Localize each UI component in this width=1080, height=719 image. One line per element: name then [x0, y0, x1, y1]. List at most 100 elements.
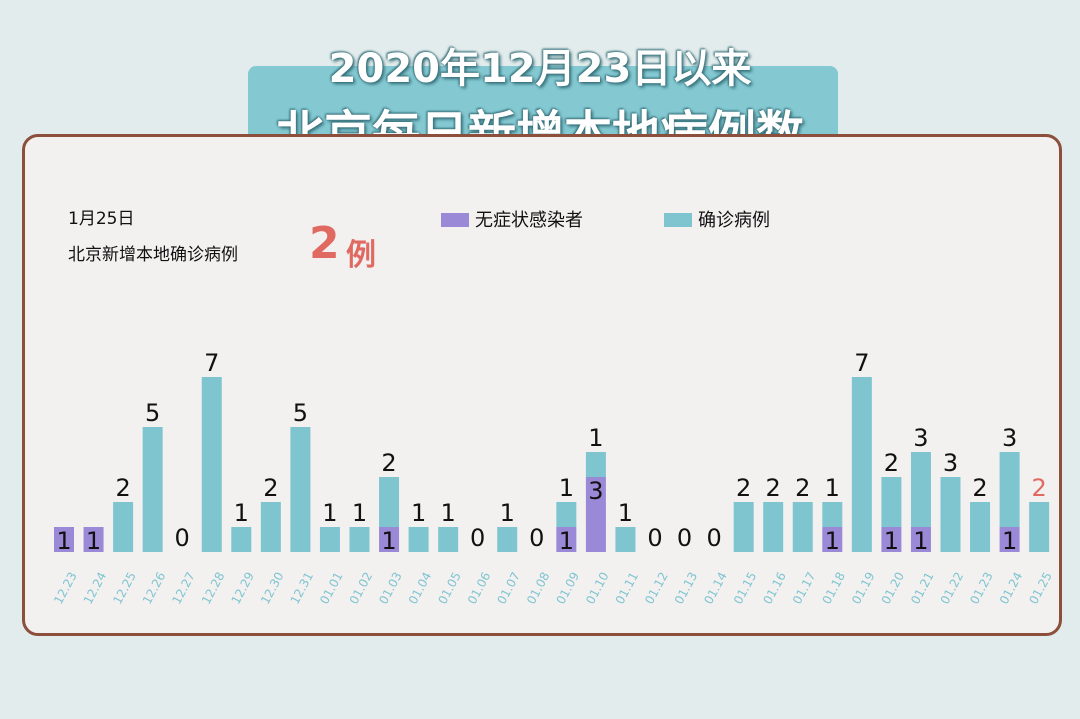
bar-confirmed-01.07	[497, 527, 518, 552]
x-tick-label-12.23: 12.23	[51, 570, 79, 607]
bar-confirmed-01.23	[970, 502, 991, 552]
legend-label-asymptomatic: 无症状感染者	[475, 210, 583, 231]
bar-confirmed-01.03	[379, 477, 400, 527]
bar-asymptomatic-01.20	[881, 527, 902, 552]
data-label-confirmed-01.16: 2	[766, 474, 781, 502]
x-tick-label-12.31: 12.31	[288, 570, 316, 607]
bar-asymptomatic-12.23	[54, 527, 74, 552]
data-label-confirmed-12.27: 0	[175, 524, 190, 552]
x-tick-label-01.03: 01.03	[376, 570, 404, 607]
data-label-asymptomatic-01.18: 1	[825, 527, 840, 555]
bar-confirmed-01.09	[556, 502, 577, 527]
bar-confirmed-01.05	[438, 527, 459, 552]
x-tick-label-01.13: 01.13	[672, 570, 700, 607]
data-label-confirmed-01.14: 0	[706, 524, 721, 552]
bar-asymptomatic-01.24	[999, 527, 1020, 552]
data-label-confirmed-01.06: 0	[470, 524, 485, 552]
data-label-confirmed-12.29: 1	[234, 499, 249, 527]
x-tick-label-12.29: 12.29	[229, 570, 257, 607]
data-label-confirmed-01.19: 7	[854, 349, 869, 377]
x-tick-label-01.22: 01.22	[938, 570, 966, 607]
data-label-asymptomatic-01.20: 1	[884, 527, 899, 555]
data-label-confirmed-01.09: 1	[559, 474, 574, 502]
summary-label: 北京新增本地确诊病例	[68, 245, 238, 265]
x-tick-label-01.14: 01.14	[701, 570, 729, 607]
data-label-confirmed-01.13: 0	[677, 524, 692, 552]
x-tick-label-01.04: 01.04	[406, 570, 434, 607]
x-tick-label-01.05: 01.05	[435, 570, 463, 607]
data-label-confirmed-01.23: 2	[972, 474, 987, 502]
x-tick-label-01.19: 01.19	[849, 570, 877, 607]
data-label-confirmed-01.18: 1	[825, 474, 840, 502]
bar-confirmed-01.01	[319, 527, 340, 552]
x-tick-label-12.27: 12.27	[169, 570, 197, 607]
summary-value: 2	[309, 218, 340, 269]
data-label-confirmed-12.28: 7	[204, 349, 219, 377]
legend-item-confirmed: 确诊病例	[664, 206, 770, 232]
data-label-confirmed-01.04: 1	[411, 499, 426, 527]
bar-confirmed-01.21	[910, 452, 931, 527]
bar-confirmed-01.11	[615, 527, 636, 552]
data-label-confirmed-01.11: 1	[618, 499, 633, 527]
bar-confirmed-01.19	[851, 377, 872, 552]
bar-confirmed-01.16	[763, 502, 784, 552]
data-label-confirmed-01.05: 1	[441, 499, 456, 527]
data-label-confirmed-01.02: 1	[352, 499, 367, 527]
data-label-confirmed-12.26: 5	[145, 399, 160, 427]
data-label-asymptomatic-01.24: 1	[1002, 527, 1017, 555]
legend-item-asymptomatic: 无症状感染者	[441, 206, 583, 232]
data-label-confirmed-01.10: 1	[588, 424, 603, 452]
bar-asymptomatic-01.10	[585, 477, 606, 552]
legend-label-confirmed: 确诊病例	[698, 210, 770, 231]
x-tick-label-01.01: 01.01	[317, 570, 345, 607]
x-tick-label-01.09: 01.09	[554, 570, 582, 607]
bar-confirmed-01.25	[1029, 502, 1050, 552]
bar-confirmed-12.28	[201, 377, 222, 552]
bar-asymptomatic-01.09	[556, 527, 577, 552]
x-tick-label-12.26: 12.26	[140, 570, 168, 607]
data-label-confirmed-01.07: 1	[500, 499, 515, 527]
chart-title-line1: 2020年12月23日以来	[328, 46, 752, 92]
x-tick-label-01.15: 01.15	[731, 570, 759, 607]
x-tick-label-01.10: 01.10	[583, 570, 611, 607]
bar-confirmed-01.18	[822, 502, 843, 527]
bar-asymptomatic-12.24	[83, 527, 104, 552]
data-label-asymptomatic-01.03: 1	[381, 527, 396, 555]
x-tick-label-01.24: 01.24	[997, 570, 1025, 607]
summary-unit: 例	[346, 238, 376, 273]
bar-confirmed-01.04	[408, 527, 429, 552]
data-label-confirmed-01.21: 3	[913, 424, 928, 452]
x-tick-label-12.30: 12.30	[258, 570, 286, 607]
legend-swatch-asymptomatic	[441, 213, 469, 227]
data-label-confirmed-12.31: 5	[293, 399, 308, 427]
x-tick-label-01.20: 01.20	[879, 570, 907, 607]
x-tick-label-01.23: 01.23	[967, 570, 995, 607]
x-tick-label-01.02: 01.02	[347, 570, 375, 607]
data-label-asymptomatic-01.10: 3	[588, 477, 603, 505]
bar-confirmed-12.31	[290, 427, 311, 552]
data-label-confirmed-12.30: 2	[263, 474, 278, 502]
data-label-confirmed-01.12: 0	[647, 524, 662, 552]
bar-confirmed-01.02	[349, 527, 370, 552]
bar-confirmed-12.30	[260, 502, 281, 552]
x-tick-label-01.12: 01.12	[642, 570, 670, 607]
data-label-confirmed-01.01: 1	[322, 499, 337, 527]
summary-date: 1月25日	[68, 209, 135, 229]
x-tick-label-01.07: 01.07	[494, 570, 522, 607]
bar-confirmed-01.15	[733, 502, 754, 552]
x-tick-label-12.24: 12.24	[81, 570, 109, 607]
data-label-confirmed-01.22: 3	[943, 449, 958, 477]
data-label-confirmed-01.15: 2	[736, 474, 751, 502]
bar-confirmed-01.17	[792, 502, 813, 552]
data-label-confirmed-01.25: 2	[1032, 474, 1047, 502]
chart-panel	[22, 134, 1062, 636]
data-label-confirmed-12.25: 2	[115, 474, 130, 502]
data-label-asymptomatic-12.23: 1	[56, 527, 71, 555]
x-tick-label-01.25: 01.25	[1026, 570, 1054, 607]
bar-confirmed-12.29	[231, 527, 252, 552]
bar-asymptomatic-01.18	[822, 527, 843, 552]
bar-confirmed-12.25	[113, 502, 134, 552]
x-tick-label-01.21: 01.21	[908, 570, 936, 607]
data-label-asymptomatic-01.09: 1	[559, 527, 574, 555]
x-tick-label-01.06: 01.06	[465, 570, 493, 607]
